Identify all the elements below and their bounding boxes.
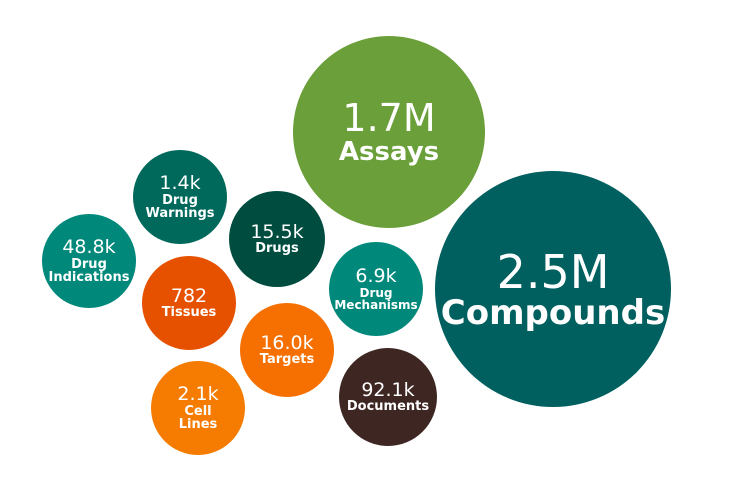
bubble-assays[interactable]: 1.7M Assays: [293, 36, 485, 228]
bubble-label: Compounds: [440, 293, 666, 334]
bubble-value: 2.5M: [496, 244, 610, 299]
bubble-label: Drug Mechanisms: [334, 285, 418, 312]
bubble-documents[interactable]: 92.1k Documents: [339, 348, 437, 446]
bubble-cell-lines[interactable]: 2.1k Cell Lines: [151, 361, 245, 455]
bubble-value: 1.7M: [342, 96, 436, 141]
bubble-drug-mechanisms[interactable]: 6.9k Drug Mechanisms: [329, 242, 423, 336]
bubble-value: 1.4k: [159, 172, 201, 195]
bubble-drugs[interactable]: 15.5k Drugs: [229, 191, 325, 287]
bubble-targets[interactable]: 16.0k Targets: [240, 303, 334, 397]
bubble-label: Drugs: [255, 241, 299, 257]
bubble-label: Drug Warnings: [145, 192, 215, 221]
bubble-value: 16.0k: [260, 331, 314, 354]
bubble-value: 782: [170, 284, 208, 307]
bubble-value: 92.1k: [361, 378, 415, 401]
bubble-value: 2.1k: [177, 383, 219, 406]
bubble-compounds[interactable]: 2.5M Compounds: [435, 171, 671, 407]
bubble-tissues[interactable]: 782 Tissues: [142, 256, 236, 350]
bubble-label: Cell Lines: [178, 403, 218, 432]
bubble-label: Targets: [259, 352, 315, 368]
bubble-label: Drug Indications: [48, 256, 130, 285]
bubble-value: 48.8k: [62, 236, 116, 259]
bubble-label: Documents: [346, 399, 430, 415]
bubble-label: Assays: [338, 136, 440, 167]
bubble-value: 15.5k: [250, 220, 304, 243]
bubble-label: Tissues: [161, 305, 217, 321]
bubble-value: 6.9k: [355, 265, 397, 288]
bubble-drug-warnings[interactable]: 1.4k Drug Warnings: [133, 150, 227, 244]
bubble-drug-indications[interactable]: 48.8k Drug Indications: [42, 214, 136, 308]
